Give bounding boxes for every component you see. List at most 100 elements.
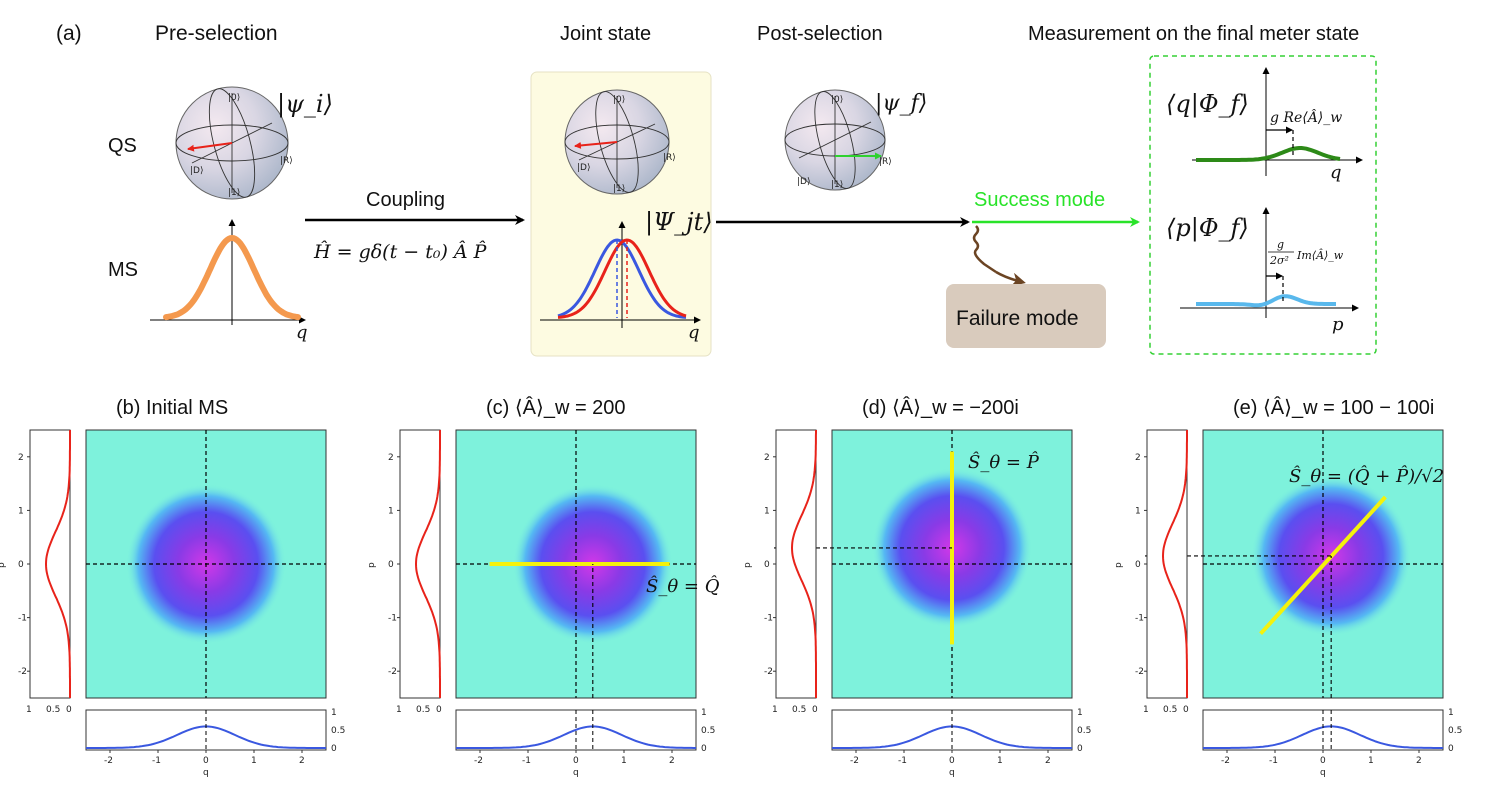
q-tick-label: -2 xyxy=(850,756,859,766)
marginal-x-tick: 0.5 xyxy=(1163,705,1177,715)
q-axis-label: q xyxy=(949,768,955,778)
coupling-label: Coupling xyxy=(366,189,445,211)
panel-3: (e) ⟨Â⟩_w = 100 − 100i Ŝ_θ = (Q̂ + P̂)/√2… xyxy=(1114,396,1462,778)
q-marginal-y-tick: 1 xyxy=(1077,708,1083,718)
p-tick-label: -2 xyxy=(1135,667,1144,677)
joint-state-vector-arrow xyxy=(574,141,618,149)
marginal-x-tick: 1 xyxy=(26,705,32,715)
p-axis-label: p xyxy=(367,562,377,568)
q-tick-label: 1 xyxy=(621,756,627,766)
p-axis-label: p xyxy=(1114,562,1124,568)
p-shift-numerator: g xyxy=(1277,238,1284,251)
marginal-x-tick: 0.5 xyxy=(46,705,60,715)
q-marginal-curve xyxy=(456,725,696,749)
q-tick-label: -2 xyxy=(474,756,483,766)
q-tick-label: 2 xyxy=(1045,756,1051,766)
p-tick-label: 2 xyxy=(1135,453,1141,463)
q-tick-label: -2 xyxy=(104,756,113,766)
p-tick-label: -1 xyxy=(388,614,397,624)
row-label-ms: MS xyxy=(108,259,138,281)
panel-title: (e) ⟨Â⟩_w = 100 − 100i xyxy=(1233,396,1434,419)
p-axis-label: p xyxy=(0,562,7,568)
p-tick-label: 1 xyxy=(1135,506,1141,516)
p-marginal-frame xyxy=(399,429,441,699)
q-tick-label: 2 xyxy=(669,756,675,766)
p-tick-label: 2 xyxy=(18,453,24,463)
marginal-x-tick: 0.5 xyxy=(792,705,806,715)
bloch-sphere-initial: |0⟩ |1⟩ |R⟩ |D⟩ xyxy=(175,86,293,200)
header-measurement: Measurement on the final meter state xyxy=(1028,23,1359,45)
ket-zero-label: |0⟩ xyxy=(228,93,240,103)
q-marginal-y-tick: 0.5 xyxy=(701,726,715,736)
panel-title: (c) ⟨Â⟩_w = 200 xyxy=(486,396,626,419)
p-marginal-curve xyxy=(44,430,71,698)
p-shift-im-label: Im⟨Â⟩_w xyxy=(1296,248,1344,262)
ms-gaussian-plot: q xyxy=(150,219,308,343)
p-tick-label: 0 xyxy=(1135,560,1141,570)
p-marginal-curve xyxy=(414,430,441,698)
q-marginal-y-tick: 0.5 xyxy=(331,726,345,736)
ms-gaussian-curve xyxy=(163,234,301,321)
header-preselection: Pre-selection xyxy=(155,22,278,45)
p-axis-label: p xyxy=(743,562,753,568)
marginal-x-tick: 0 xyxy=(436,705,442,715)
q-marginal-y-tick: 1 xyxy=(331,708,337,718)
measurement-line-label: Ŝ_θ = P̂ xyxy=(968,450,1040,473)
p-tick-label: 1 xyxy=(388,506,394,516)
state-vector-arrow xyxy=(187,142,233,152)
failure-mode-box xyxy=(946,284,1106,348)
p-marginal-frame xyxy=(775,429,817,699)
marginal-x-tick: 1 xyxy=(772,705,778,715)
joint-red-gaussian xyxy=(557,238,687,319)
q-marginal-y-tick: 0.5 xyxy=(1448,726,1462,736)
q-marginal-y-tick: 1 xyxy=(701,708,707,718)
q-marginal-y-tick: 0 xyxy=(331,744,337,754)
q-marginal-y-tick: 0 xyxy=(1448,744,1454,754)
marginal-x-tick: 1 xyxy=(1143,705,1149,715)
p-marginal-frame xyxy=(29,429,71,699)
measurement-line-label: Ŝ_θ = (Q̂ + P̂)/√2 xyxy=(1289,464,1444,487)
measurement-line xyxy=(1259,495,1387,636)
q-marginal-y-tick: 0 xyxy=(701,744,707,754)
ket-r-label: |R⟩ xyxy=(879,157,892,167)
q-amplitude-label: ⟨q|Φ_f⟩ xyxy=(1166,90,1249,119)
ket-zero-label: |0⟩ xyxy=(613,95,625,105)
panel-title: (b) Initial MS xyxy=(116,397,228,419)
ms-axis-q-label: q xyxy=(296,322,308,343)
ket-r-label: |R⟩ xyxy=(280,156,293,166)
p-marginal-frame xyxy=(1146,429,1188,699)
marginal-x-tick: 0 xyxy=(812,705,818,715)
q-amplitude-plot: g Re⟨Â⟩_w q xyxy=(1192,67,1363,183)
q-tick-label: 1 xyxy=(1368,756,1374,766)
q-marginal-frame xyxy=(85,709,327,751)
q-tick-label: -1 xyxy=(522,756,531,766)
measurement-box xyxy=(1149,55,1377,355)
p-tick-label: 2 xyxy=(388,453,394,463)
p-marginal-curve xyxy=(1161,430,1188,698)
q-tick-label: 1 xyxy=(251,756,257,766)
q-tick-label: -2 xyxy=(1221,756,1230,766)
panel-title: (d) ⟨Â⟩_w = −200i xyxy=(862,396,1019,419)
measurement-line-label: Ŝ_θ = Q̂ xyxy=(646,574,720,597)
hamiltonian-label: Ĥ = gδ(t − t₀) Â P̂ xyxy=(313,240,488,263)
header-postselection: Post-selection xyxy=(757,23,883,45)
psi-i-label: |ψ_i⟩ xyxy=(277,90,333,119)
p-tick-label: 2 xyxy=(764,453,770,463)
q-marginal-frame xyxy=(831,709,1073,751)
phase-space-panels: (b) Initial MS -2 -1 0 1 2 p 1 0.5 0 0 0.5 1 -2 -1 0 1 2 q… xyxy=(0,396,1462,778)
psi-jt-label: |Ψ_jt⟩ xyxy=(645,208,713,237)
q-axis-label: q xyxy=(1330,162,1342,183)
q-axis-label: q xyxy=(573,768,579,778)
p-tick-label: 0 xyxy=(18,560,24,570)
q-marginal-y-tick: 0.5 xyxy=(1077,726,1091,736)
ket-r-label: |R⟩ xyxy=(663,153,676,163)
p-amplitude-label: ⟨p|Φ_f⟩ xyxy=(1166,214,1249,243)
p-marginal-curve xyxy=(790,430,817,698)
row-label-qs: QS xyxy=(108,135,137,157)
panel-label-a: (a) xyxy=(56,22,82,45)
joint-axis-q-label: q xyxy=(688,322,700,343)
q-tick-label: 2 xyxy=(299,756,305,766)
header-joint-state: Joint state xyxy=(560,23,651,45)
